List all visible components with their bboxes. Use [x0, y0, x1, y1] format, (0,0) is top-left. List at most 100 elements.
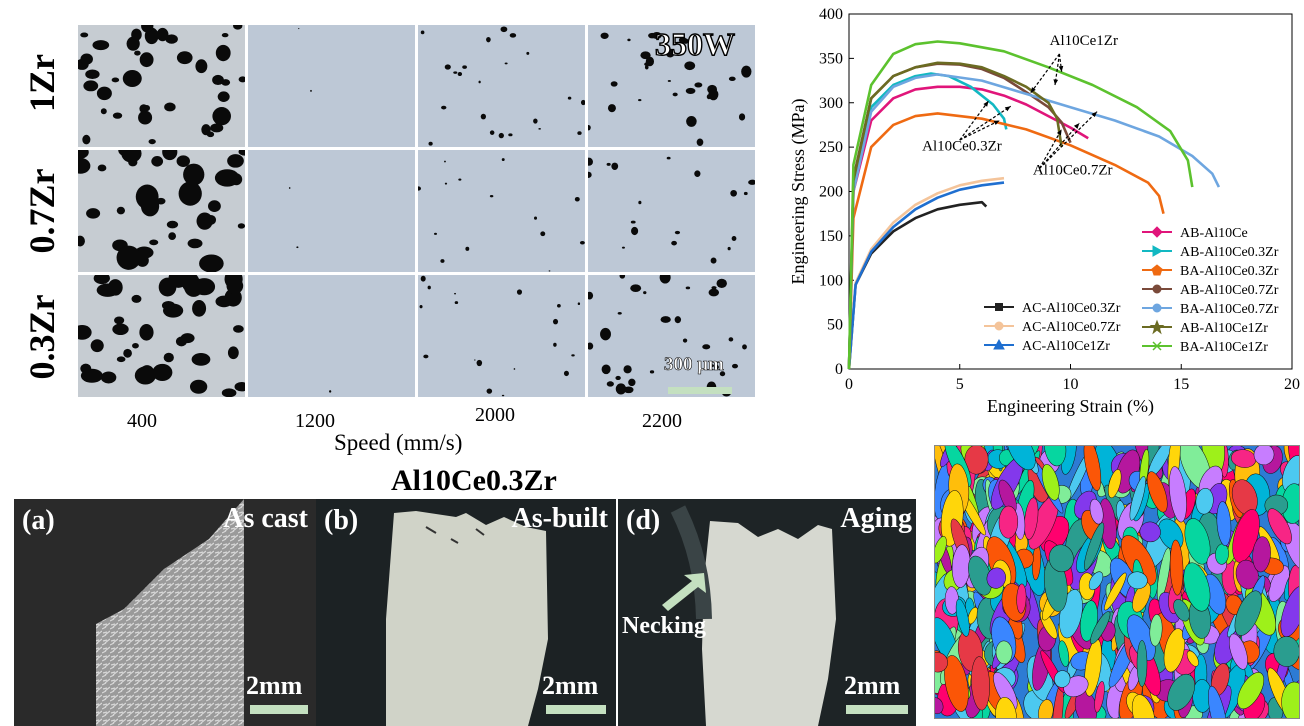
panel-condition-aging: Aging	[840, 503, 912, 534]
legend-label: AB-Al10Ce0.3Zr	[1180, 245, 1279, 260]
speed-tick-400: 400	[127, 410, 157, 432]
y-tick-label: 400	[819, 6, 843, 23]
annotation-arrowhead	[1004, 106, 1011, 112]
row-label-03zr: 0.3Zr	[22, 294, 62, 380]
micrograph-1Zr-2000	[418, 25, 585, 147]
micrograph-0.7Zr-1200	[248, 150, 415, 272]
y-tick-label: 150	[819, 228, 843, 245]
series-line-AC-Al10Ce0.3Zr	[847, 200, 988, 370]
speed-tick-2200: 2200	[642, 410, 682, 432]
micrograph-0.7Zr-2000	[418, 150, 585, 272]
legend-label: BA-Al10Ce0.3Zr	[1180, 264, 1279, 279]
speed-axis-label: Speed (mm/s)	[334, 430, 463, 455]
grid-scale-label: 300 μm	[664, 354, 724, 376]
row-label-1zr: 1Zr	[22, 54, 62, 112]
x-axis-label: Engineering Strain (%)	[987, 396, 1154, 417]
speed-tick-1200: 1200	[295, 410, 335, 432]
legend-marker	[995, 303, 1003, 311]
annotation-arrowhead	[1058, 65, 1064, 72]
y-tick-label: 300	[819, 95, 843, 112]
as-cast-specimen	[96, 499, 244, 726]
y-tick-label: 250	[819, 139, 843, 156]
legend-marker	[1149, 319, 1165, 335]
x-tick-label: 15	[1173, 376, 1189, 393]
panel-scale-bar-b	[546, 705, 606, 714]
legend-marker	[1152, 245, 1164, 257]
legend-label: AB-Al10Ce1Zr	[1180, 321, 1268, 336]
legend-marker	[1151, 226, 1163, 238]
annotation-arrowhead	[1053, 79, 1059, 85]
panel-condition-as-built: As-built	[511, 503, 608, 534]
annotation-arrowhead	[983, 100, 989, 107]
series-line-BA-Al10Ce0.7Zr	[847, 73, 1221, 370]
stress-strain-chart: 0 5 10 15 20050100150200250300350400Engineer…	[788, 6, 1300, 417]
micrograph-1Zr-1200	[248, 25, 415, 147]
row-label-07zr: 0.7Zr	[22, 168, 62, 254]
micrograph-0.7Zr-400	[78, 150, 245, 272]
fracture-panel-as-cast: (a) As cast 2mm	[14, 499, 316, 726]
y-tick-label: 200	[819, 184, 843, 201]
annotation-arrow	[1039, 111, 1098, 169]
x-tick-label: 5	[956, 376, 964, 393]
y-tick-label: 350	[819, 50, 843, 67]
aging-specimen	[670, 505, 836, 726]
annotation-label: Al10Ce1Zr	[1050, 33, 1118, 49]
panel-scale-a: 2mm	[246, 671, 303, 700]
annotation-arrowhead	[993, 120, 1000, 126]
legend-label: BA-Al10Ce0.7Zr	[1180, 302, 1279, 317]
x-tick-label: 20	[1284, 376, 1300, 393]
annotation-arrowhead	[1056, 129, 1062, 136]
legend-marker	[1151, 264, 1163, 276]
necking-label: Necking	[622, 613, 706, 639]
y-axis-label: Engineering Stress (MPa)	[788, 99, 809, 285]
panel-condition-as-cast: As cast	[223, 503, 308, 534]
panel-scale-b: 2mm	[542, 671, 599, 700]
series-line-AB-Al10Ce	[847, 85, 1089, 370]
ebsd-orientation-map	[934, 445, 1300, 719]
as-built-specimen	[386, 511, 548, 726]
micrograph-1Zr-400	[78, 25, 245, 147]
series-line-BA-Al10Ce0.3Zr	[847, 112, 1165, 370]
annotation-arrow	[959, 105, 1012, 141]
panel-tag-b: (b)	[324, 505, 359, 536]
x-tick-label: 0	[845, 376, 853, 393]
legend-marker	[1152, 341, 1162, 351]
y-tick-label: 100	[819, 272, 843, 289]
y-tick-label: 50	[827, 317, 843, 334]
power-label: 350W	[654, 25, 735, 62]
annotation-label: Al10Ce0.7Zr	[1033, 163, 1113, 179]
legend-label: AC-Al10Ce0.7Zr	[1022, 320, 1121, 335]
legend-marker	[993, 338, 1005, 350]
fracture-panel-aging: (d) Aging Necking 2mm	[618, 499, 916, 726]
y-tick-label: 0	[835, 361, 843, 378]
necking-arrow-icon	[662, 573, 706, 611]
legend-marker	[994, 321, 1004, 331]
annotation-arrowhead	[1030, 87, 1036, 93]
x-tick-label: 10	[1063, 376, 1079, 393]
legend-label: AC-Al10Ce1Zr	[1022, 339, 1110, 354]
series-line-BA-Al10Ce1Zr	[847, 40, 1194, 370]
micrograph-0.3Zr-2000	[418, 275, 585, 397]
legend-label: AB-Al10Ce0.7Zr	[1180, 283, 1279, 298]
legend-label: AC-Al10Ce0.3Zr	[1022, 301, 1121, 316]
series-line-AB-Al10Ce1Zr	[847, 61, 1063, 370]
annotation-arrow	[1030, 53, 1060, 94]
annotation-arrow	[959, 119, 1000, 141]
annotation-arrowhead	[1073, 123, 1080, 129]
annotation-arrow	[1058, 53, 1063, 72]
micrograph-0.3Zr-1200	[248, 275, 415, 397]
grid-scale-bar	[668, 387, 732, 394]
panel-scale-bar-d	[846, 705, 908, 714]
fracture-title: Al10Ce0.3Zr	[391, 464, 557, 497]
series-line-AC-Al10Ce1Zr	[847, 181, 1005, 370]
legend-marker	[1152, 303, 1162, 313]
micrograph-grid	[78, 25, 755, 403]
annotation-arrowhead	[1091, 111, 1098, 118]
annotation-arrow	[959, 100, 990, 141]
micrograph-1Zr-2200	[588, 25, 755, 147]
legend-label: AB-Al10Ce	[1180, 226, 1248, 241]
annotation-arrow	[1038, 129, 1063, 169]
legend-marker	[1152, 284, 1162, 294]
micrograph-0.7Zr-2200	[588, 150, 755, 272]
annotation-label: Al10Ce0.3Zr	[922, 139, 1002, 155]
